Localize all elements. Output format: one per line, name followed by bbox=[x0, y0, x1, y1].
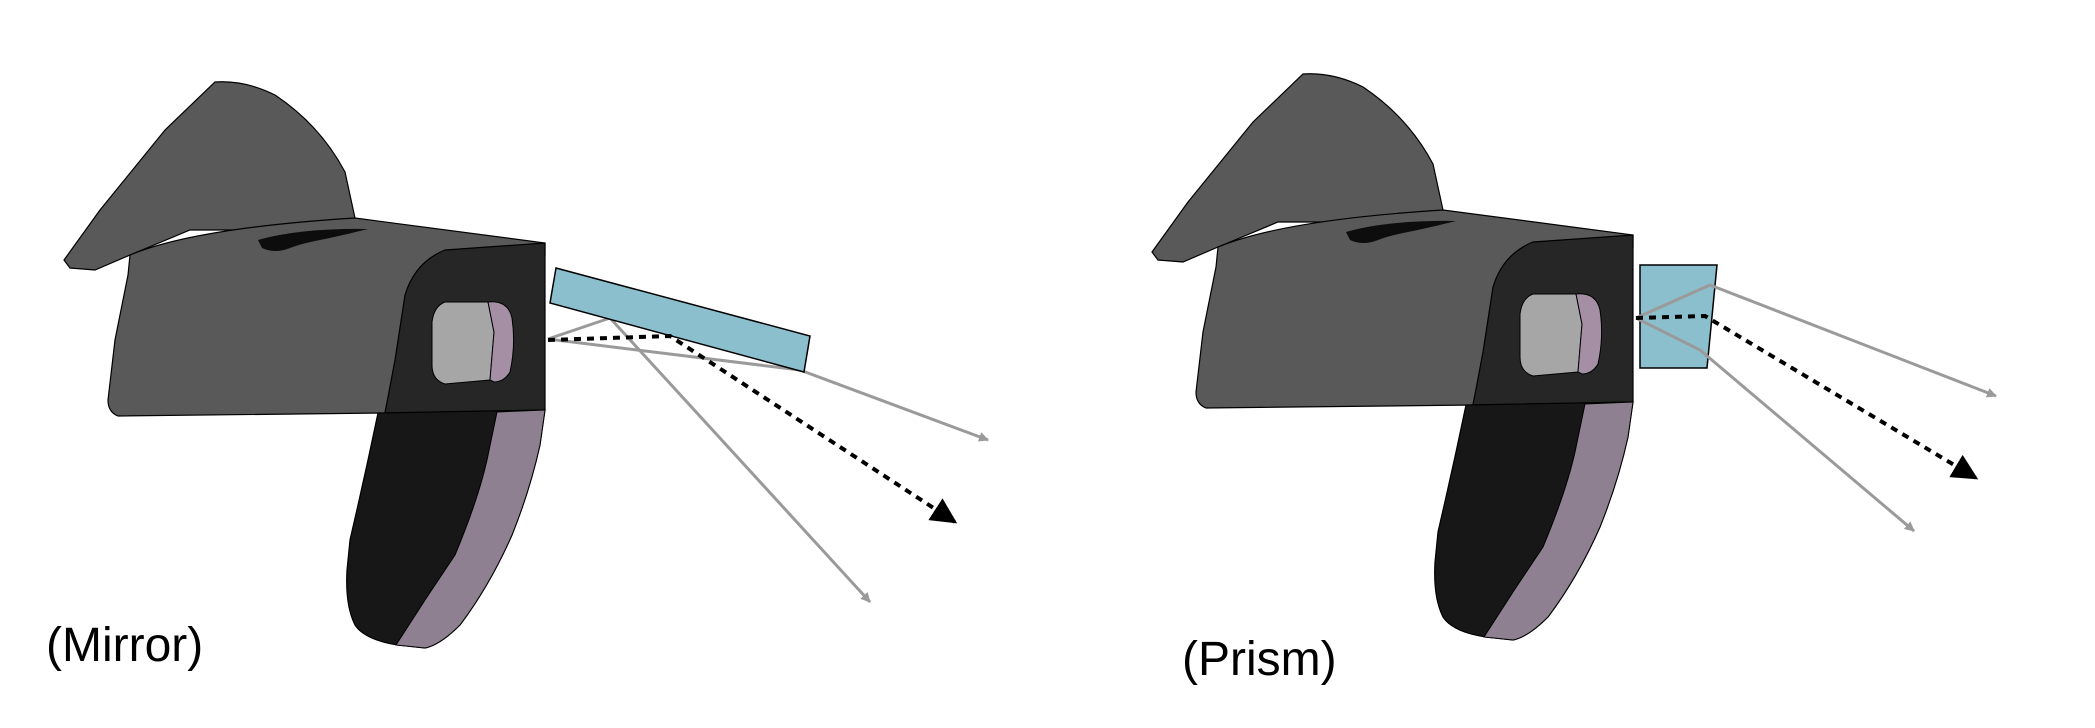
mirror-caption: (Mirror) bbox=[46, 619, 204, 672]
ray-grey bbox=[1699, 348, 1915, 533]
ray-dotted bbox=[547, 333, 958, 524]
mirror-optic bbox=[549, 267, 811, 373]
headset-illustration bbox=[63, 81, 546, 649]
ray-grey bbox=[1709, 283, 1997, 398]
headset-illustration bbox=[1151, 73, 1634, 641]
prism-caption: (Prism) bbox=[1182, 633, 1337, 686]
ray-grey bbox=[1635, 283, 1711, 320]
ray-grey bbox=[547, 337, 801, 372]
ray-grey bbox=[547, 316, 611, 341]
ray-grey bbox=[799, 368, 989, 442]
ray-dotted bbox=[1635, 313, 1979, 480]
mirror-panel bbox=[63, 81, 989, 649]
ray-grey bbox=[608, 316, 872, 604]
ray-grey bbox=[1635, 316, 1701, 352]
prism-panel bbox=[1151, 73, 1997, 641]
